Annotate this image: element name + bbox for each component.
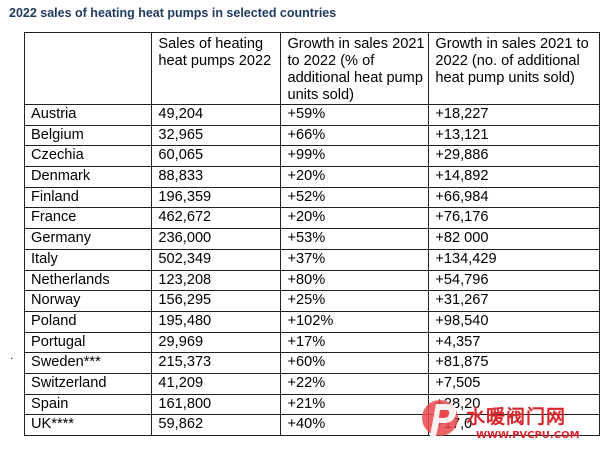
watermark-p-icon <box>422 400 458 436</box>
cell-growth-percent: +20% <box>280 166 430 188</box>
cell-sales: 161,800 <box>151 393 282 416</box>
table-row: Finland 196,359 +52% +66,984 <box>23 186 600 209</box>
cell-growth-percent: +99% <box>280 145 430 168</box>
cell-growth-percent: +53% <box>280 228 430 250</box>
cell-growth-percent: +59% <box>280 104 430 126</box>
cell-growth-percent: +20% <box>280 207 430 230</box>
cell-country: Norway <box>23 290 153 312</box>
cell-growth-units: +4,357 <box>428 331 600 354</box>
cell-growth-percent: +37% <box>280 248 430 271</box>
cell-sales: 195,480 <box>151 310 282 333</box>
cell-growth-units: +29,886 <box>428 145 600 168</box>
table-row: Belgium 32,965 +66% +13,121 <box>23 124 600 147</box>
cell-country: Czechia <box>23 145 153 168</box>
cell-sales: 156,295 <box>151 290 282 312</box>
cell-growth-percent: +102% <box>280 310 430 333</box>
cell-growth-units: +13,121 <box>428 124 600 147</box>
cell-sales: 215,373 <box>151 352 282 374</box>
cell-sales: 29,969 <box>151 331 282 354</box>
cell-sales: 502,349 <box>151 248 282 271</box>
cell-country: Belgium <box>23 124 153 147</box>
cell-growth-units: +76,176 <box>428 207 600 230</box>
cell-growth-percent: +66% <box>280 124 430 147</box>
page-title: 2022 sales of heating heat pumps in sele… <box>9 6 337 20</box>
cell-growth-percent: +52% <box>280 186 430 209</box>
cell-sales: 32,965 <box>151 124 282 147</box>
cell-growth-units: +82 000 <box>428 228 600 250</box>
table-row: Netherlands 123,208 +80% +54,796 <box>23 269 600 292</box>
cell-growth-percent: +21% <box>280 393 430 416</box>
table-row: Norway 156,295 +25% +31,267 <box>23 290 600 312</box>
table-row: Poland 195,480 +102% +98,540 <box>23 310 600 333</box>
cell-growth-units: +66,984 <box>428 186 600 209</box>
table-row: Denmark 88,833 +20% +14,892 <box>23 166 600 188</box>
cell-country: Poland <box>23 310 153 333</box>
cell-sales: 88,833 <box>151 166 282 188</box>
header-sales: Sales of heating heat pumps 2022 <box>151 32 282 105</box>
cell-country: Finland <box>23 186 153 209</box>
cell-country: Germany <box>23 228 153 250</box>
table-row: Portugal 29,969 +17% +4,357 <box>23 331 600 354</box>
table-row: France 462,672 +20% +76,176 <box>23 207 600 230</box>
table-row: Austria 49,204 +59% +18,227 <box>23 104 600 126</box>
cell-sales: 462,672 <box>151 207 282 230</box>
cell-growth-percent: +80% <box>280 269 430 292</box>
table-row: UK****59,862+40%+17,0 <box>23 414 600 436</box>
cell-growth-percent: +40% <box>280 414 430 436</box>
cell-country: Sweden*** <box>23 352 153 374</box>
cell-sales: 60,065 <box>151 145 282 168</box>
cell-country: Switzerland <box>23 372 153 395</box>
cell-country: Portugal <box>23 331 153 354</box>
table-header-row: Sales of heating heat pumps 2022 Growth … <box>23 32 600 105</box>
watermark-text: 水暖阀门网 <box>466 406 567 428</box>
cell-growth-units: +31,267 <box>428 290 600 312</box>
cell-country: Austria <box>23 104 153 126</box>
cell-sales: 123,208 <box>151 269 282 292</box>
cell-sales: 59,862 <box>151 414 282 436</box>
cell-growth-units: +81,875 <box>428 352 600 374</box>
cell-country: Denmark <box>23 166 153 188</box>
table-row: Germany 236,000 +53% +82 000 <box>23 228 600 250</box>
watermark-logo <box>422 400 458 436</box>
table-row: Czechia 60,065 +99% +29,886 <box>23 145 600 168</box>
header-growth-percent: Growth in sales 2021 to 2022 (% of addit… <box>280 32 430 105</box>
cell-sales: 41,209 <box>151 372 282 395</box>
margin-bullet: . <box>10 348 14 362</box>
cell-country: Italy <box>23 248 153 271</box>
header-growth-units: Growth in sales 2021 to 2022 (no. of add… <box>428 32 600 105</box>
cell-sales: 196,359 <box>151 186 282 209</box>
cell-sales: 236,000 <box>151 228 282 250</box>
cell-growth-percent: +17% <box>280 331 430 354</box>
table-row: Sweden*** 215,373 +60% +81,875 <box>23 352 600 374</box>
cell-country: France <box>23 207 153 230</box>
cell-growth-units: +14,892 <box>428 166 600 188</box>
table-row: Italy 502,349 +37% +134,429 <box>23 248 600 271</box>
cell-growth-percent: +22% <box>280 372 430 395</box>
cell-sales: 49,204 <box>151 104 282 126</box>
cell-country: Netherlands <box>23 269 153 292</box>
cell-growth-percent: +60% <box>280 352 430 374</box>
cell-country: Spain <box>23 393 153 416</box>
cell-growth-percent: +25% <box>280 290 430 312</box>
table-body: Austria 49,204 +59% +18,227 Belgium 32,965 +66… <box>23 104 600 436</box>
cell-country: UK**** <box>23 414 153 436</box>
cell-growth-units: +134,429 <box>428 248 600 271</box>
watermark-url: WWW.PVCPU.COM <box>476 430 580 441</box>
cell-growth-units: +18,227 <box>428 104 600 126</box>
cell-growth-units: +54,796 <box>428 269 600 292</box>
heat-pump-sales-table: Sales of heating heat pumps 2022 Growth … <box>23 32 600 436</box>
header-country <box>23 32 153 105</box>
cell-growth-units: +98,540 <box>428 310 600 333</box>
